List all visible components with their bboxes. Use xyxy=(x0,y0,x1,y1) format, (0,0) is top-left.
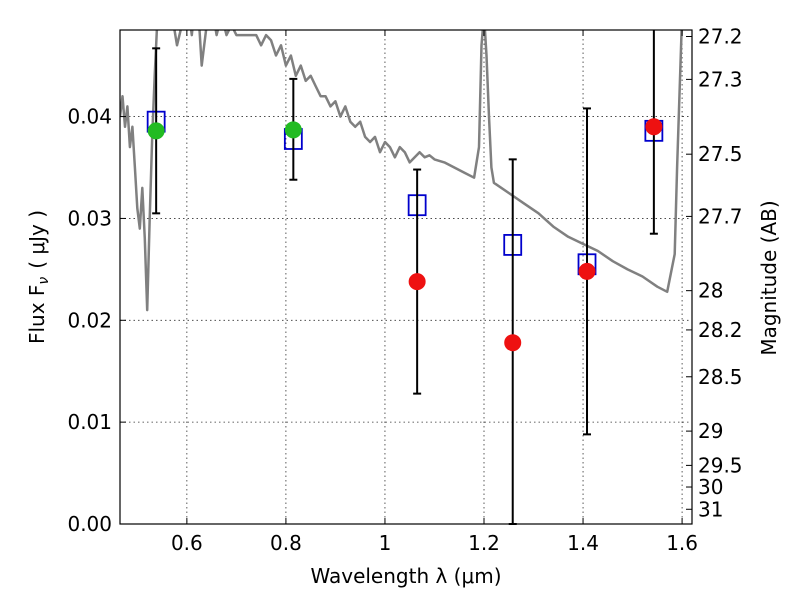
y-tick-label: 0.04 xyxy=(67,105,112,129)
y-axis-title: Flux Fν ( μJy ) xyxy=(25,210,52,344)
y-axis-title-main: Flux F xyxy=(25,285,49,344)
x-tick-label: 0.8 xyxy=(270,531,302,555)
x-tick-label: 0.6 xyxy=(171,531,203,555)
mag-tick-label: 28 xyxy=(698,279,723,303)
x-tick-label: 1 xyxy=(379,531,392,555)
y-axis-title-sub: ν xyxy=(36,277,52,285)
x-tick-label: 1.6 xyxy=(666,531,698,555)
mag-tick-label: 28.5 xyxy=(698,365,743,389)
mag-tick-label: 27.7 xyxy=(698,204,743,228)
plot-area xyxy=(120,30,683,312)
mag-tick-label: 27.2 xyxy=(698,24,743,48)
error-bars xyxy=(146,30,664,525)
plot-frame xyxy=(119,29,693,525)
green-point xyxy=(147,122,165,140)
y-tick-label: 0.03 xyxy=(67,206,112,230)
red-point xyxy=(408,273,426,291)
magnitude-axis-title: Magnitude (AB) xyxy=(757,200,781,355)
mag-tick-label: 29 xyxy=(698,419,723,443)
red-point xyxy=(645,118,663,136)
red-point xyxy=(504,334,522,352)
mag-tick-label: 29.5 xyxy=(698,453,743,477)
y-axis-title-unit: ( μJy ) xyxy=(25,210,49,269)
mag-tick-label: 28.2 xyxy=(698,318,743,342)
axes: 0.6 0.8 1 1.2 1.4 1.6 0.00 0.01 0.02 0.03 0.04 27.2… xyxy=(67,24,742,555)
mag-tick-label: 27.5 xyxy=(698,142,743,166)
grid-lines xyxy=(120,30,692,525)
x-tick-label: 1.4 xyxy=(567,531,599,555)
model-spectrum-line xyxy=(120,30,683,312)
green-point xyxy=(284,121,302,139)
y-tick-label: 0.00 xyxy=(67,512,112,536)
x-tick-label: 1.2 xyxy=(468,531,500,555)
x-axis-title: Wavelength λ (μm) xyxy=(310,564,501,588)
mag-tick-label: 31 xyxy=(698,497,723,521)
red-point xyxy=(578,262,596,280)
mag-tick-label: 27.3 xyxy=(698,67,743,91)
y-tick-label: 0.02 xyxy=(67,308,112,332)
y-tick-label: 0.01 xyxy=(67,410,112,434)
mag-tick-label: 30 xyxy=(698,475,723,499)
